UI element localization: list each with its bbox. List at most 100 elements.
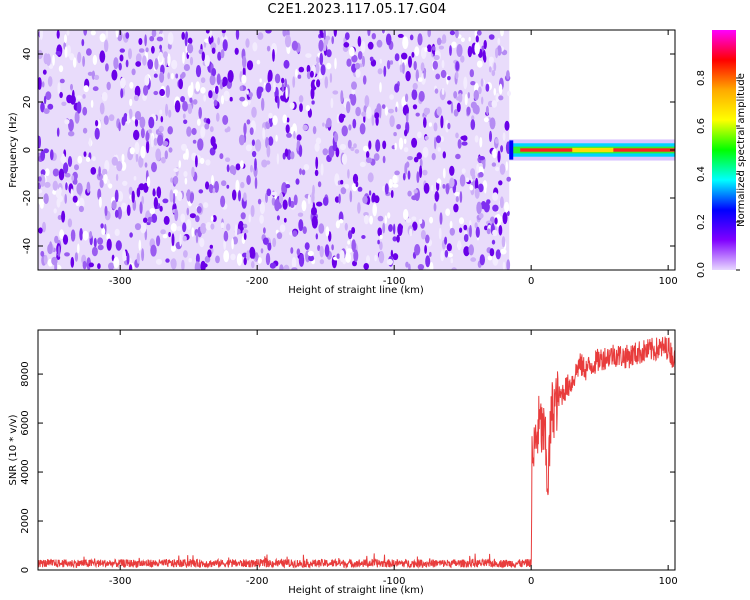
noise-speckle bbox=[409, 34, 414, 41]
noise-speckle bbox=[41, 81, 45, 88]
noise-speckle bbox=[272, 49, 275, 62]
noise-speckle bbox=[197, 138, 204, 151]
noise-speckle bbox=[291, 257, 297, 269]
noise-speckle bbox=[386, 59, 391, 70]
noise-speckle bbox=[70, 83, 73, 91]
noise-speckle bbox=[42, 69, 47, 75]
noise-speckle bbox=[457, 139, 462, 149]
noise-speckle bbox=[162, 234, 168, 239]
noise-speckle bbox=[131, 190, 135, 203]
noise-speckle bbox=[402, 36, 409, 50]
noise-speckle bbox=[460, 55, 465, 63]
noise-speckle bbox=[431, 185, 434, 192]
noise-speckle bbox=[234, 47, 239, 55]
noise-speckle bbox=[292, 76, 296, 88]
noise-speckle bbox=[248, 92, 253, 98]
spectrogram-y-ticks: -40 -20 0 20 40 bbox=[22, 48, 675, 254]
colorbar-tick-label: 0.0 bbox=[696, 262, 707, 278]
noise-speckle bbox=[417, 131, 422, 139]
noise-speckle bbox=[159, 44, 163, 50]
noise-speckle bbox=[403, 209, 409, 221]
noise-speckle bbox=[116, 161, 123, 172]
colorbar-label: Normalized spectral amplitude bbox=[736, 73, 747, 227]
noise-speckle bbox=[344, 222, 348, 231]
noise-speckle bbox=[296, 248, 301, 256]
noise-speckle bbox=[379, 106, 382, 119]
noise-speckle bbox=[63, 162, 69, 174]
noise-speckle bbox=[200, 87, 206, 94]
noise-speckle bbox=[82, 94, 86, 99]
noise-speckle bbox=[344, 32, 350, 40]
noise-speckle bbox=[245, 144, 252, 152]
noise-speckle bbox=[182, 51, 185, 64]
noise-speckle bbox=[96, 173, 103, 181]
noise-speckle bbox=[308, 255, 315, 262]
noise-speckle bbox=[388, 108, 394, 114]
noise-speckle bbox=[315, 156, 319, 170]
noise-speckle bbox=[265, 192, 268, 203]
noise-speckle bbox=[466, 106, 471, 116]
noise-speckle bbox=[438, 227, 442, 240]
noise-speckle bbox=[129, 81, 134, 89]
noise-speckle bbox=[200, 77, 206, 84]
noise-speckle bbox=[488, 34, 495, 40]
noise-speckle bbox=[447, 122, 451, 130]
noise-speckle bbox=[276, 153, 280, 165]
noise-speckle bbox=[113, 256, 120, 269]
noise-speckle bbox=[176, 226, 182, 231]
noise-speckle bbox=[473, 89, 479, 101]
noise-speckle bbox=[432, 60, 438, 70]
noise-speckle bbox=[135, 61, 142, 67]
noise-speckle bbox=[246, 119, 251, 125]
noise-speckle bbox=[261, 97, 265, 111]
noise-speckle bbox=[341, 153, 348, 165]
noise-speckle bbox=[128, 264, 133, 270]
noise-speckle bbox=[354, 62, 361, 70]
noise-speckle bbox=[281, 83, 285, 93]
noise-speckle bbox=[145, 140, 150, 154]
noise-speckle bbox=[431, 46, 436, 51]
noise-speckle bbox=[351, 227, 356, 234]
spectrogram-y-label: Frequency (Hz) bbox=[8, 112, 19, 188]
noise-speckle bbox=[162, 198, 169, 204]
noise-speckle bbox=[217, 51, 222, 61]
x-tick-label: -200 bbox=[246, 276, 269, 287]
noise-speckle bbox=[167, 126, 173, 135]
noise-speckle bbox=[266, 188, 272, 197]
noise-speckle bbox=[226, 184, 230, 189]
noise-speckle bbox=[138, 239, 142, 251]
noise-speckle bbox=[98, 196, 102, 208]
noise-speckle bbox=[120, 77, 126, 89]
noise-speckle bbox=[216, 112, 220, 122]
noise-speckle bbox=[449, 177, 455, 188]
noise-speckle bbox=[126, 252, 130, 265]
noise-speckle bbox=[90, 99, 94, 108]
noise-speckle bbox=[242, 55, 247, 69]
noise-speckle bbox=[429, 261, 434, 270]
noise-speckle bbox=[251, 150, 257, 158]
noise-speckle bbox=[476, 60, 483, 68]
noise-speckle bbox=[135, 53, 142, 64]
noise-speckle bbox=[178, 78, 183, 90]
noise-speckle bbox=[189, 213, 196, 219]
noise-speckle bbox=[349, 46, 355, 57]
y-tick-label: 0 bbox=[22, 147, 33, 153]
noise-speckle bbox=[279, 264, 284, 270]
noise-speckle bbox=[268, 112, 273, 119]
noise-speckle bbox=[506, 70, 510, 80]
noise-speckle bbox=[241, 74, 247, 84]
noise-speckle bbox=[94, 127, 100, 140]
noise-speckle bbox=[411, 216, 417, 221]
noise-speckle bbox=[276, 232, 283, 240]
noise-speckle bbox=[392, 174, 398, 184]
noise-speckle bbox=[195, 65, 202, 78]
noise-speckle bbox=[387, 212, 391, 219]
noise-speckle bbox=[314, 169, 319, 177]
noise-speckle bbox=[251, 261, 255, 269]
noise-speckle bbox=[355, 181, 359, 188]
noise-speckle bbox=[77, 51, 82, 64]
noise-speckle bbox=[369, 56, 374, 62]
noise-speckle bbox=[463, 234, 469, 242]
noise-speckle bbox=[99, 50, 106, 63]
noise-speckle bbox=[408, 263, 411, 270]
